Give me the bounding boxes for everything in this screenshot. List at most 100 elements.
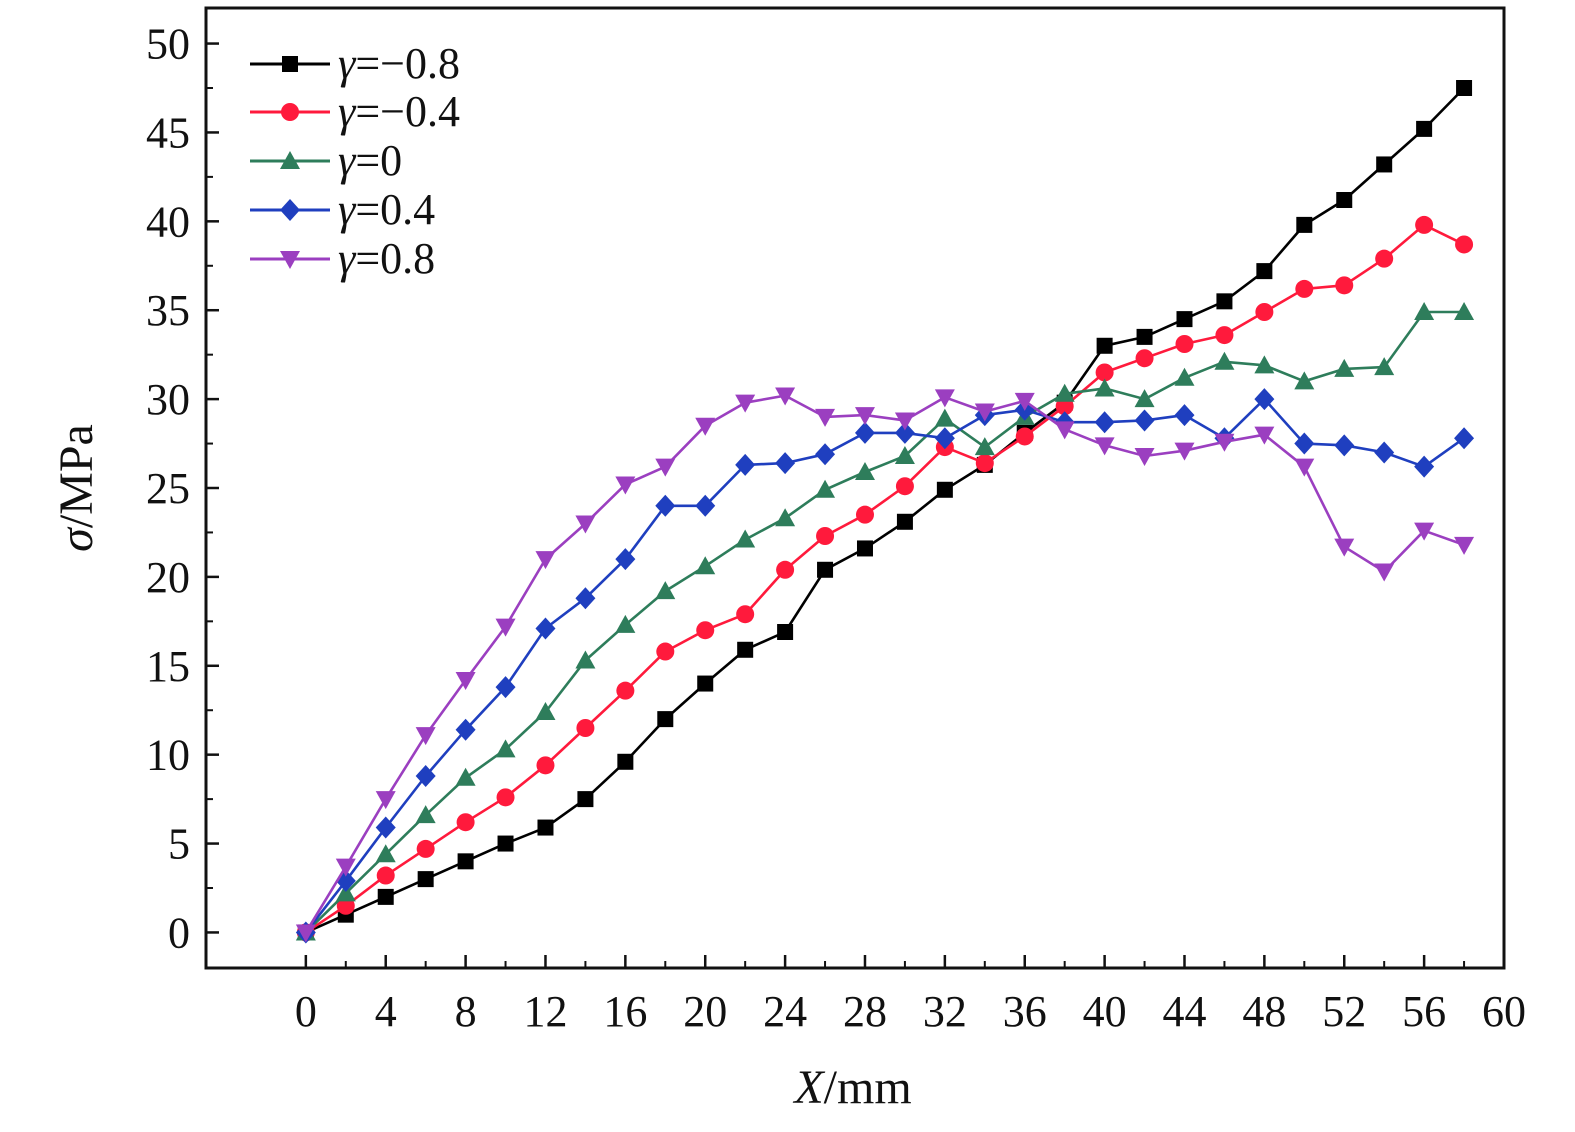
data-point-triangle-down <box>1014 392 1035 411</box>
data-point-diamond <box>934 427 955 450</box>
data-point-square <box>1176 311 1193 328</box>
x-tick-label: 16 <box>603 987 647 1036</box>
legend-label: γ=−0.4 <box>338 87 460 136</box>
data-point-triangle-up <box>1254 355 1275 374</box>
data-point-diamond <box>615 548 636 571</box>
y-tick-label: 0 <box>168 908 190 957</box>
data-point-triangle-up <box>1134 389 1155 408</box>
data-point-circle <box>616 681 635 700</box>
data-point-triangle-down <box>1094 437 1115 456</box>
data-point-square <box>1256 263 1273 280</box>
data-point-square <box>457 853 474 870</box>
legend-label: γ=0 <box>338 136 402 185</box>
data-point-triangle-up <box>280 151 300 169</box>
data-point-triangle-up <box>575 650 596 669</box>
data-point-triangle-down <box>455 672 476 690</box>
data-point-triangle-down <box>495 618 516 637</box>
legend-entry: γ=0.8 <box>250 234 435 283</box>
data-point-triangle-down <box>735 394 756 413</box>
legend-entry: γ=−0.8 <box>250 39 460 88</box>
data-point-circle <box>1095 363 1114 382</box>
x-tick-label: 60 <box>1482 987 1526 1036</box>
data-point-triangle-down <box>335 858 356 877</box>
data-point-circle <box>696 621 715 640</box>
data-point-triangle-up <box>1334 358 1355 377</box>
data-point-square <box>1136 328 1153 345</box>
data-point-triangle-down <box>1174 442 1195 461</box>
data-point-triangle-down <box>1374 563 1395 582</box>
data-point-circle <box>816 527 835 545</box>
x-tick-label: 24 <box>763 987 807 1036</box>
data-point-circle <box>1015 427 1034 446</box>
data-point-triangle-down <box>575 515 596 534</box>
data-point-triangle-down <box>1134 448 1155 466</box>
data-point-triangle-up <box>335 883 356 902</box>
data-point-triangle-down <box>775 387 796 406</box>
data-point-square <box>377 888 394 905</box>
data-point-circle <box>895 477 914 496</box>
data-point-triangle-down <box>1214 433 1235 452</box>
data-point-circle <box>1375 249 1394 268</box>
data-point-circle <box>1135 349 1154 368</box>
data-point-diamond <box>455 718 476 741</box>
data-point-triangle-down <box>1414 522 1435 541</box>
data-point-diamond <box>815 443 836 466</box>
x-tick-label: 28 <box>843 987 887 1036</box>
data-point-diamond <box>495 676 516 699</box>
data-point-square <box>1416 120 1433 137</box>
y-tick-label: 25 <box>146 464 190 513</box>
data-point-triangle-up <box>1094 378 1115 397</box>
data-point-square <box>1456 80 1473 96</box>
legend-label: γ=−0.8 <box>338 39 460 88</box>
data-point-triangle-up <box>535 702 556 720</box>
data-point-square <box>417 871 434 888</box>
data-point-diamond <box>894 421 915 444</box>
data-point-triangle-up <box>1174 367 1195 386</box>
data-point-diamond <box>695 494 716 517</box>
data-point-circle <box>1415 215 1434 234</box>
data-point-square <box>777 624 794 640</box>
legend-entry: γ=0 <box>250 136 402 185</box>
y-tick-label: 20 <box>146 553 190 602</box>
y-tick-label: 5 <box>168 820 190 869</box>
data-point-diamond <box>1094 411 1115 434</box>
y-tick-label: 40 <box>146 197 190 246</box>
data-point-triangle-down <box>415 727 436 746</box>
data-point-circle <box>855 505 874 524</box>
data-point-square <box>1376 156 1393 173</box>
data-point-triangle-up <box>775 508 796 527</box>
legend-marker <box>280 151 300 169</box>
y-tick-label: 15 <box>146 642 190 691</box>
data-point-triangle-up <box>1214 351 1235 370</box>
data-point-diamond <box>735 453 756 476</box>
x-tick-label: 12 <box>523 987 567 1036</box>
data-point-square <box>817 561 834 578</box>
data-point-triangle-down <box>934 389 955 408</box>
axis-ticks: 0 4 8 12 16 20 24 28 32 36 40 44 48 52 56 6005101520253… <box>146 20 1526 1036</box>
legend-entry: γ=−0.4 <box>250 87 460 136</box>
x-tick-label: 56 <box>1402 987 1446 1036</box>
data-point-triangle-up <box>455 767 476 786</box>
x-tick-label: 44 <box>1162 987 1206 1036</box>
data-point-circle <box>1175 335 1194 353</box>
data-point-circle <box>576 719 595 737</box>
data-point-diamond <box>1414 455 1435 478</box>
series-line <box>304 310 1465 934</box>
x-tick-label: 8 <box>455 987 477 1036</box>
series <box>295 302 1475 941</box>
data-point-triangle-down <box>295 924 316 943</box>
data-point-diamond <box>1374 441 1395 464</box>
data-point-diamond <box>775 452 796 475</box>
legend: γ=−0.8 γ=−0.4 γ=0 γ=0.4 γ=0.8 <box>250 39 460 283</box>
series-line <box>305 87 1466 934</box>
x-tick-label: 32 <box>923 987 967 1036</box>
data-point-square <box>1336 192 1353 208</box>
x-tick-label: 0 <box>295 987 317 1036</box>
legend-marker <box>280 199 300 221</box>
series <box>295 387 1475 943</box>
data-point-circle <box>496 788 515 807</box>
x-axis-title: X/mm <box>792 1061 911 1114</box>
data-point-diamond <box>415 765 436 787</box>
series <box>297 80 1473 941</box>
